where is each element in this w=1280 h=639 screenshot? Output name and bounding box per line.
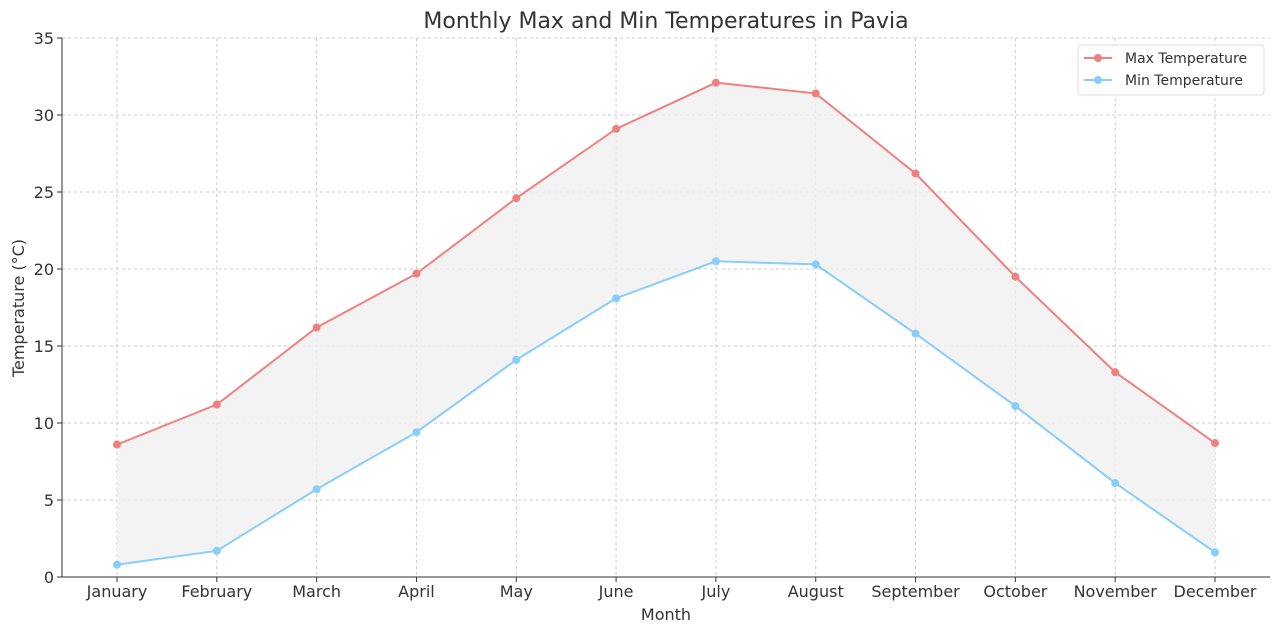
y-tick-label: 10: [34, 414, 54, 433]
x-tick-label: June: [598, 582, 634, 601]
y-tick-label: 5: [44, 491, 54, 510]
x-tick-label: April: [398, 582, 435, 601]
x-axis-label: Month: [641, 605, 691, 624]
y-tick-label: 30: [34, 106, 54, 125]
y-tick-label: 15: [34, 337, 54, 356]
y-tick-label: 35: [34, 29, 54, 48]
y-axis-label: Temperature (°C): [9, 239, 28, 378]
max-temperature-point: [1011, 272, 1020, 281]
x-tick-label: September: [871, 582, 960, 601]
max-temperature-point: [612, 124, 621, 133]
x-tick-label: January: [86, 582, 148, 601]
x-tick-label: November: [1074, 582, 1158, 601]
min-temperature-point: [1111, 479, 1120, 488]
max-temperature-point: [412, 269, 421, 278]
x-tick-label: May: [500, 582, 533, 601]
min-temperature-point: [1211, 548, 1219, 557]
min-temperature-point: [113, 560, 121, 569]
min-temperature-point: [711, 257, 720, 266]
x-tick-label: March: [292, 582, 341, 601]
min-temperature-point: [512, 355, 521, 364]
x-tick-label: July: [701, 582, 731, 601]
max-temperature-point: [113, 440, 121, 449]
min-temperature-point: [1011, 402, 1020, 411]
min-temperature-point: [412, 428, 421, 437]
x-tick-label: December: [1174, 582, 1257, 601]
max-temperature-point: [212, 400, 221, 409]
min-temperature-line: [116, 260, 1216, 566]
legend: Max Temperature Min Temperature: [1077, 44, 1265, 96]
legend-max-marker: [1094, 54, 1102, 62]
max-temperature-point: [312, 323, 321, 332]
max-temperature-line: [116, 81, 1216, 446]
legend-min-marker: [1094, 76, 1102, 84]
min-temperature-point: [212, 546, 221, 555]
x-tick-label: October: [983, 582, 1047, 601]
legend-max-label: Max Temperature: [1125, 51, 1247, 67]
min-temperature-point: [312, 485, 321, 494]
legend-min-label: Min Temperature: [1125, 73, 1243, 89]
x-tick-label: August: [788, 582, 844, 601]
y-tick-label: 20: [34, 260, 54, 279]
y-tick-label: 0: [44, 568, 54, 587]
min-temperature-point: [911, 329, 920, 338]
max-temperature-point: [512, 194, 521, 203]
max-temperature-point: [1111, 368, 1120, 377]
max-temperature-point: [1211, 439, 1219, 448]
min-temperature-point: [612, 294, 621, 303]
x-tick-label: February: [181, 582, 252, 601]
max-temperature-point: [711, 78, 720, 87]
y-tick-label: 25: [34, 183, 54, 202]
max-temperature-point: [811, 89, 820, 98]
chart-title: Monthly Max and Min Temperatures in Pavi…: [423, 9, 908, 34]
temperature-range-fill: [117, 82, 1215, 565]
min-temperature-point: [811, 260, 820, 269]
max-temperature-point: [911, 169, 920, 178]
